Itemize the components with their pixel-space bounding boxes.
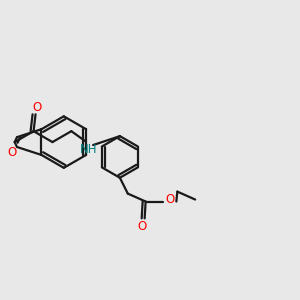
Text: O: O <box>137 220 146 233</box>
Text: O: O <box>32 101 41 114</box>
Text: NH: NH <box>80 142 97 155</box>
Text: O: O <box>8 146 17 159</box>
Text: O: O <box>166 193 175 206</box>
